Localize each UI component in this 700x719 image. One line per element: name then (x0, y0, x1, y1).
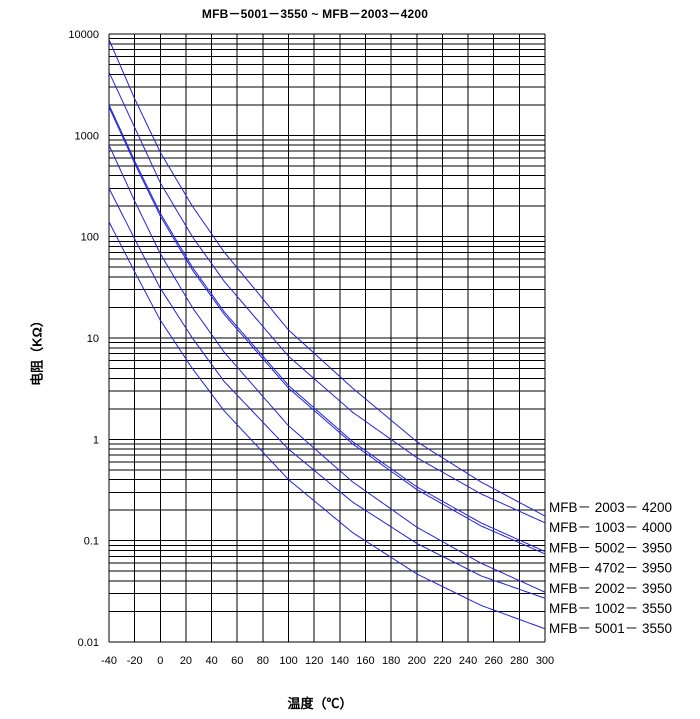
x-tick-label: 300 (536, 655, 554, 667)
chart-title: MFB－5001－3550 ~ MFB－2003－4200 (201, 7, 429, 21)
x-tick-label: 20 (180, 655, 192, 667)
x-tick-label: 100 (279, 655, 297, 667)
x-tick-label: 260 (485, 655, 503, 667)
grid (108, 33, 546, 643)
legend-label-2: MFB－ 1003－ 4000 (549, 520, 672, 535)
x-tick-label: 140 (331, 655, 349, 667)
x-tick-label: 180 (382, 655, 400, 667)
series-line-4 (108, 106, 546, 555)
series-line-5 (108, 144, 546, 593)
curves (108, 39, 546, 630)
x-tick-label: 240 (459, 655, 477, 667)
x-tick-label: 160 (356, 655, 374, 667)
x-tick-label: 120 (305, 655, 323, 667)
series-line-1 (108, 39, 546, 517)
series-line-7 (108, 221, 546, 630)
y-tick-label: 0.1 (84, 536, 99, 548)
y-tick-label: 10000 (68, 29, 99, 41)
x-tick-label: 280 (510, 655, 528, 667)
y-tick-label: 1000 (75, 130, 99, 142)
x-tick-label: 80 (257, 655, 269, 667)
legend-label-6: MFB－ 1002－ 3550 (549, 601, 672, 616)
y-tick-label: 0.01 (78, 637, 99, 649)
x-tick-label: -40 (101, 655, 117, 667)
legend-label-7: MFB－ 5001－ 3550 (549, 621, 672, 636)
tick-labels: -40 -20 0 20 40 60 80 100 120 140 160 180 200 220 240 2… (68, 29, 554, 667)
x-tick-label: 60 (231, 655, 243, 667)
legend-label-1: MFB－ 2003－ 4200 (549, 500, 672, 515)
x-tick-label: 0 (157, 655, 163, 667)
x-tick-label: -20 (127, 655, 143, 667)
legend-label-5: MFB－ 2002－ 3950 (549, 581, 672, 596)
x-tick-label: 40 (205, 655, 217, 667)
series-line-2 (108, 71, 546, 524)
y-tick-label: 100 (81, 232, 99, 244)
x-tick-label: 220 (433, 655, 451, 667)
y-tick-label: 10 (87, 333, 99, 345)
legend-label-4: MFB－ 4702－ 3950 (549, 561, 672, 576)
y-tick-label: 1 (93, 434, 99, 446)
x-tick-label: 200 (408, 655, 426, 667)
x-axis-label: 温度（℃） (287, 696, 353, 711)
legend: MFB－ 2003－ 4200 MFB－ 1003－ 4000 MFB－ 5002－… (549, 500, 672, 636)
series-line-3 (108, 104, 546, 553)
legend-label-3: MFB－ 5002－ 3950 (549, 540, 672, 555)
series-line-6 (108, 188, 546, 599)
